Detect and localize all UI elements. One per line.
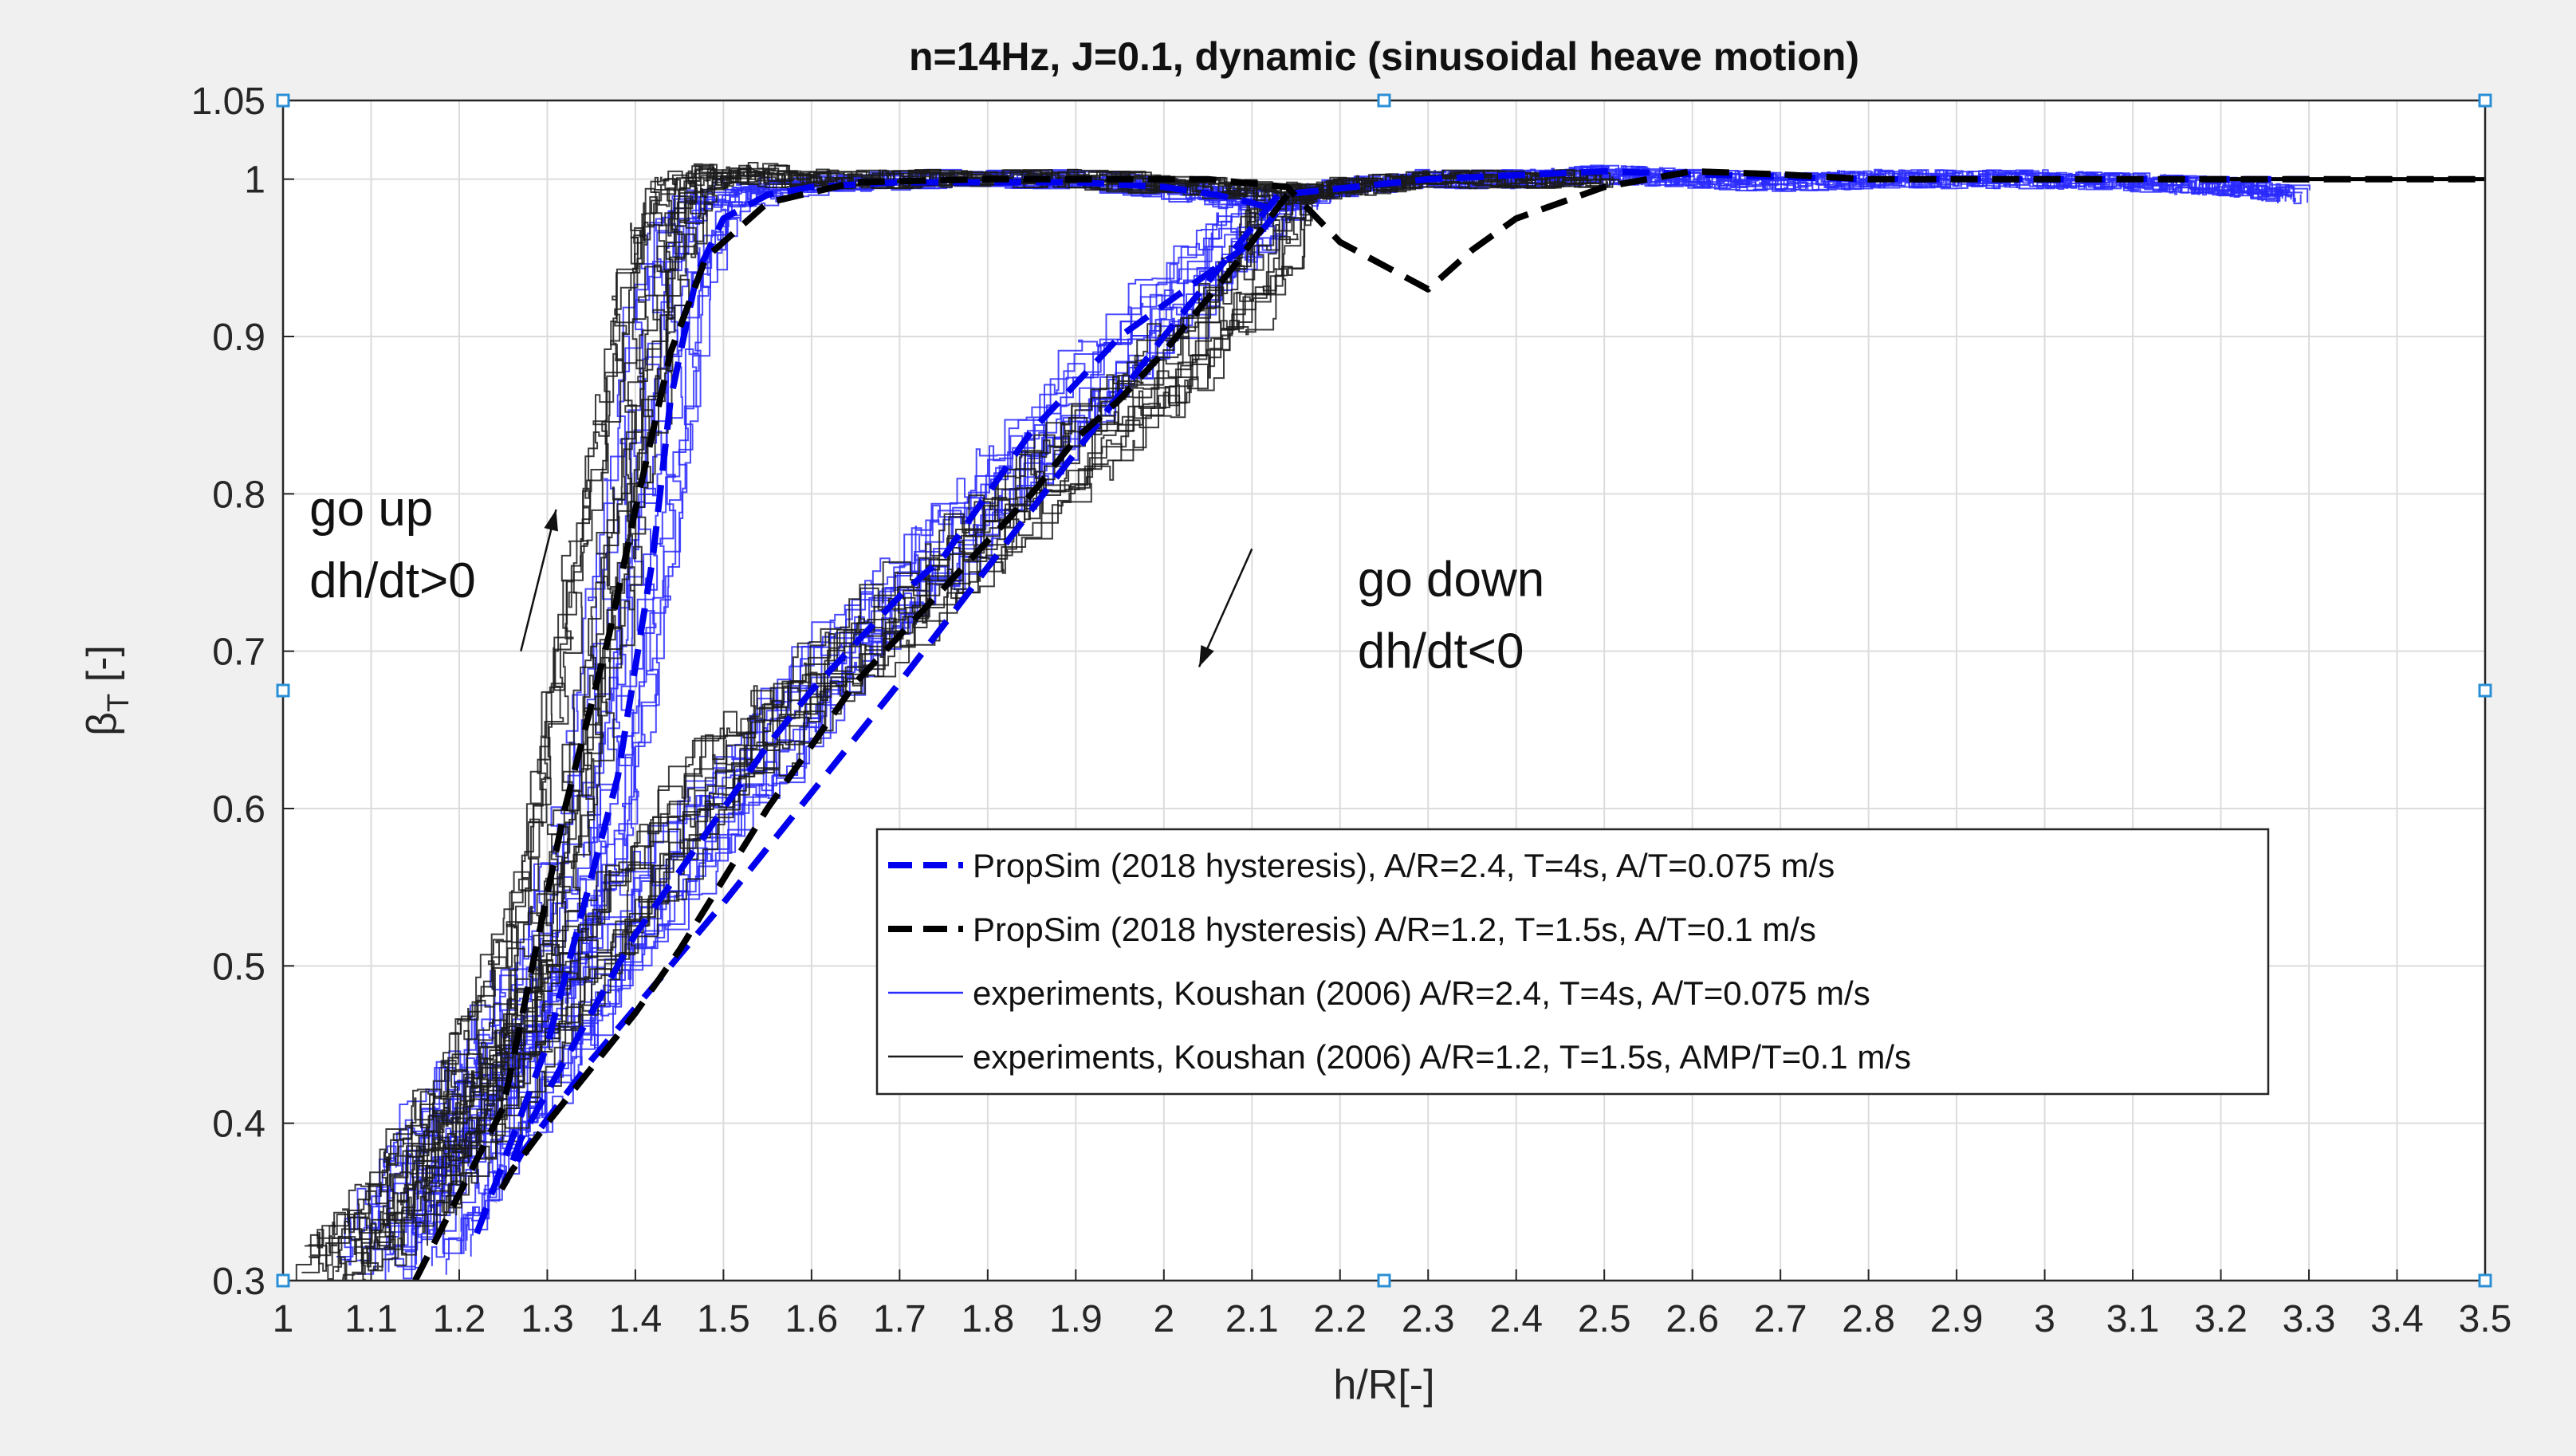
- series-group: [295, 162, 2485, 1281]
- axes: 1 1.1 1.2 1.3 1.4 1.5 1.6 1.7 1.8 1.9 2 2.1 2.2 2.3 2.…: [191, 81, 2512, 1340]
- x-tick-label: 2.1: [1225, 1298, 1279, 1340]
- experiment-trace: [436, 195, 1320, 1236]
- x-tick-label: 1.4: [609, 1298, 663, 1340]
- selection-handle: [1377, 93, 1391, 108]
- y-tick-label: 1: [244, 159, 265, 202]
- y-tick-label: 0.8: [212, 474, 265, 516]
- chart-title: n=14Hz, J=0.1, dynamic (sinusoidal heave…: [909, 34, 1859, 79]
- annotation-line: go down: [1358, 553, 1544, 608]
- selection-handle: [276, 683, 290, 698]
- x-tick-label: 2.8: [1842, 1298, 1895, 1340]
- experiment-trace: [401, 187, 1275, 1204]
- x-tick-label: 1.5: [697, 1298, 750, 1340]
- legend-label: experiments, Koushan (2006) A/R=1.2, T=1…: [973, 1038, 1911, 1076]
- x-tick-label: 3.3: [2283, 1298, 2336, 1340]
- x-tick-label: 2: [1153, 1298, 1174, 1340]
- experiment-trace: [1277, 169, 1601, 203]
- selection-handle: [1377, 1273, 1391, 1288]
- experiment-trace: [308, 164, 1278, 1246]
- x-tick-label: 2.9: [1930, 1298, 1984, 1340]
- annotation-1: go up dh/dt>0: [309, 482, 476, 608]
- x-tick-label: 2.7: [1754, 1298, 1807, 1340]
- legend-label: PropSim (2018 hysteresis), A/R=2.4, T=4s…: [973, 847, 1835, 884]
- legend-label: experiments, Koushan (2006) A/R=2.4, T=4…: [973, 974, 1870, 1012]
- y-tick-label: 0.5: [212, 946, 265, 988]
- annotation-line: dh/dt>0: [309, 553, 476, 608]
- annotation-2: go down dh/dt<0: [1358, 553, 1544, 679]
- y-tick-label: 1.05: [191, 81, 265, 123]
- experiment-trace: [362, 168, 1308, 1281]
- annotations: go up dh/dt>0 go down dh/dt<0: [309, 482, 1544, 679]
- x-tick-label: 1.7: [873, 1298, 926, 1340]
- x-axis-title: h/R[-]: [1333, 1362, 1434, 1408]
- legend-box: [875, 828, 2270, 1096]
- y-axis-symbol: β: [79, 712, 125, 736]
- annotation-line: dh/dt<0: [1358, 624, 1524, 679]
- experiment-trace: [1295, 169, 1620, 203]
- legend-label: PropSim (2018 hysteresis) A/R=1.2, T=1.5…: [973, 911, 1816, 948]
- y-tick-label: 0.9: [212, 317, 265, 359]
- annotation-arrowhead: [1198, 644, 1214, 667]
- experiment-trace: [436, 203, 1312, 1204]
- x-tick-label: 1.1: [344, 1298, 398, 1340]
- selection-handle: [2478, 1273, 2492, 1288]
- propsim-series-1: [474, 167, 2309, 1235]
- x-tick-label: 2.6: [1666, 1298, 1719, 1340]
- x-tick-label: 2.4: [1489, 1298, 1543, 1340]
- propsim-series-3: [491, 193, 1290, 1204]
- experiment-trace: [301, 163, 1257, 1273]
- selection-handle: [276, 93, 290, 108]
- selection-handles: [276, 93, 2492, 1288]
- y-axis-title: βT [-]: [79, 645, 136, 736]
- experiment-trace: [427, 189, 1294, 1246]
- x-tick-label: 3.5: [2459, 1298, 2512, 1340]
- annotation-arrow: [1198, 548, 1253, 667]
- annotation-arrow: [520, 509, 557, 651]
- experiment-series-2: [295, 162, 1620, 1281]
- y-tick-label: 0.4: [212, 1104, 265, 1146]
- y-tick-label: 0.6: [212, 789, 265, 831]
- x-tick-label: 2.2: [1313, 1298, 1367, 1340]
- x-tick-label: 1: [273, 1298, 294, 1340]
- experiment-trace: [386, 185, 1271, 1223]
- propsim-series-2: [412, 167, 2485, 1281]
- y-tick-label: 0.7: [212, 632, 265, 674]
- x-tick-label: 1.3: [521, 1298, 574, 1340]
- x-tick-label: 1.2: [433, 1298, 486, 1340]
- experiment-trace: [449, 192, 1326, 1216]
- x-tick-label: 2.5: [1578, 1298, 1631, 1340]
- selection-handle: [2478, 93, 2492, 108]
- annotation-arrowhead: [544, 510, 558, 532]
- x-tick-label: 2.3: [1402, 1298, 1455, 1340]
- y-axis-unit: [-]: [79, 645, 125, 694]
- x-tick-label: 3.2: [2194, 1298, 2248, 1340]
- x-tick-label: 1.8: [961, 1298, 1014, 1340]
- annotation-line: go up: [309, 482, 433, 537]
- x-tick-label: 3.1: [2106, 1298, 2160, 1340]
- x-tick-label: 3: [2034, 1298, 2055, 1340]
- x-tick-label: 1.9: [1049, 1298, 1103, 1340]
- legend: PropSim (2018 hysteresis), A/R=2.4, T=4s…: [875, 828, 2270, 1096]
- selection-handle: [2478, 683, 2492, 698]
- selection-handle: [276, 1273, 290, 1288]
- x-tick-label: 1.6: [785, 1298, 839, 1340]
- x-tick-label: 3.4: [2370, 1298, 2424, 1340]
- y-axis-subscript: T: [102, 694, 136, 712]
- y-tick-label: 0.3: [212, 1261, 265, 1303]
